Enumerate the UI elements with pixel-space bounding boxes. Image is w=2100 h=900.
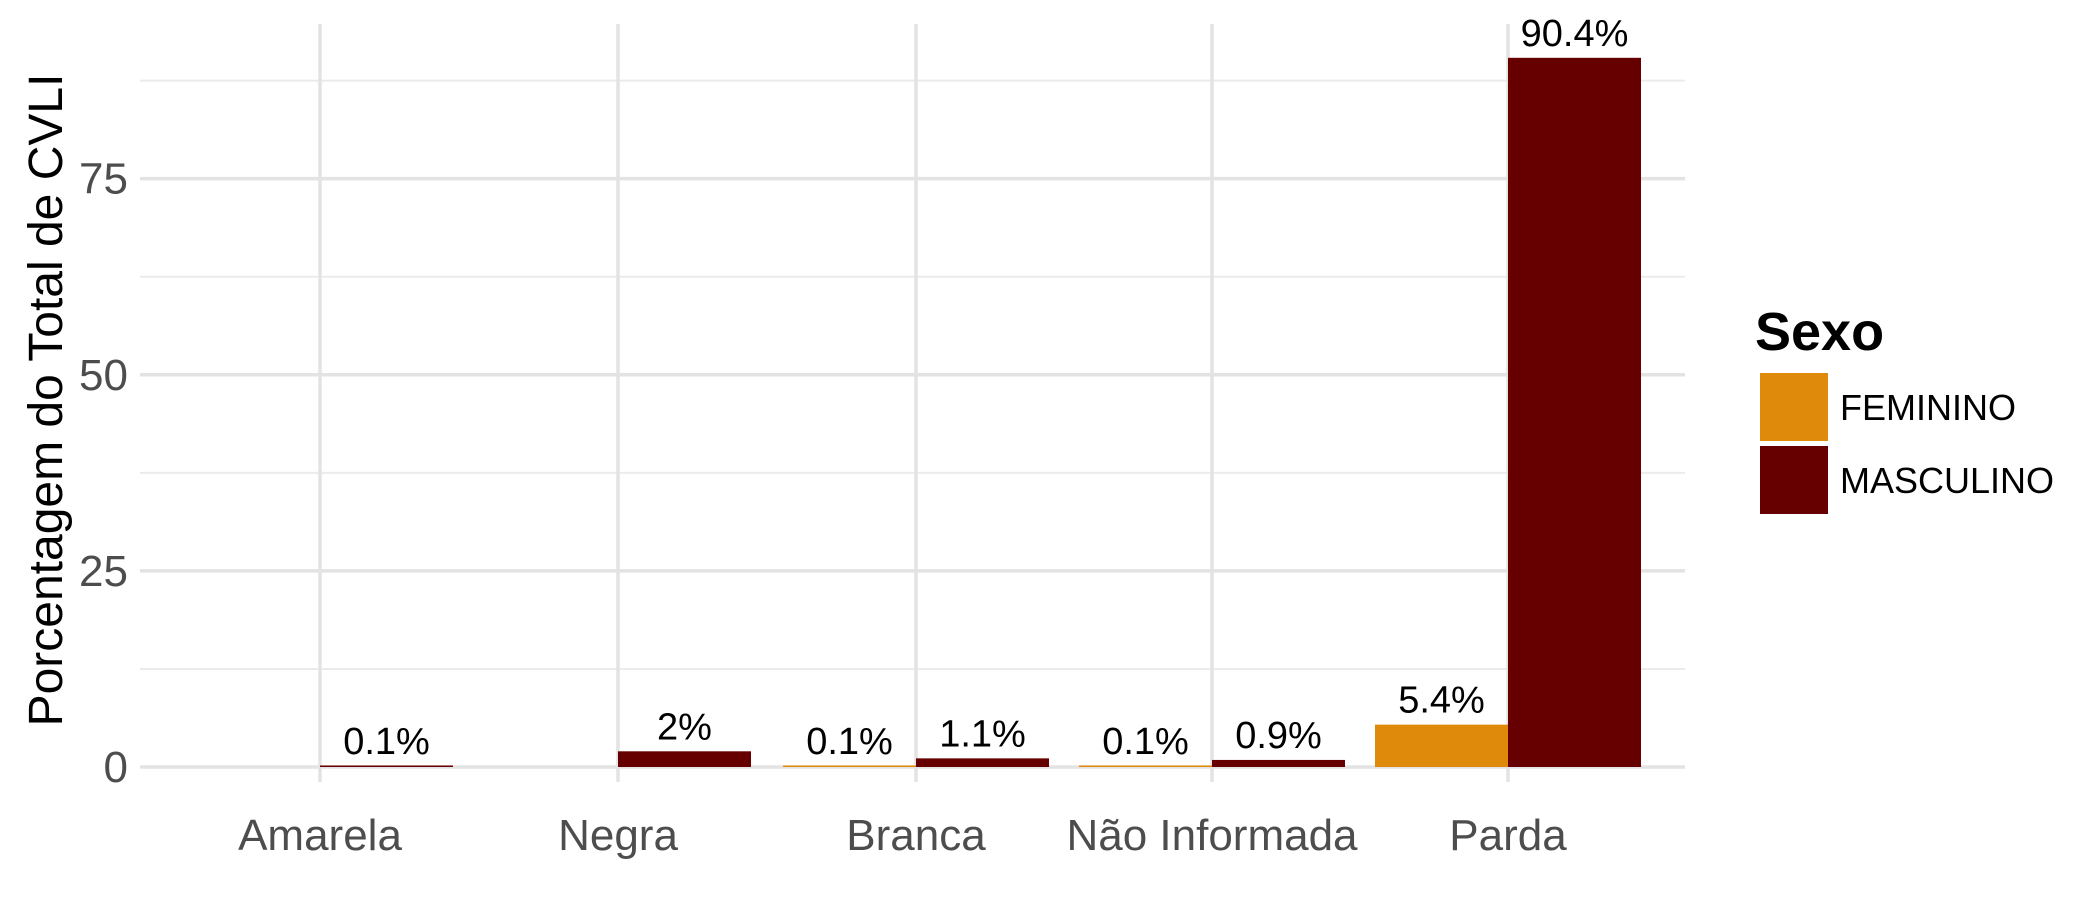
y-tick-label-1: 25: [79, 547, 128, 596]
data-label-feminino-2: 0.1%: [806, 721, 893, 763]
y-tick-label-0: 0: [104, 743, 128, 792]
data-label-masculino-2: 1.1%: [939, 713, 1026, 755]
bar-masculino-2: [916, 758, 1049, 767]
x-tick-label-2: Branca: [846, 811, 986, 860]
x-axis-ticks: Amarela Negra Branca Não Informada Parda: [238, 811, 1567, 860]
y-axis-ticks: 0 25 50 75: [79, 155, 128, 792]
bar-masculino-3: [1212, 759, 1345, 767]
legend-key-feminino: [1760, 373, 1828, 441]
bar-feminino-3: [1079, 765, 1212, 767]
data-label-feminino-4: 5.4%: [1398, 680, 1485, 722]
data-label-feminino-3: 0.1%: [1102, 721, 1189, 763]
data-label-masculino-0: 0.1%: [343, 721, 430, 763]
x-tick-label-3: Não Informada: [1066, 811, 1358, 860]
y-tick-label-3: 75: [79, 155, 128, 204]
bar-masculino-4: [1508, 57, 1641, 767]
bars: [320, 57, 1641, 767]
legend-label-masculino: MASCULINO: [1840, 460, 2054, 501]
bar-masculino-1: [618, 751, 751, 767]
x-tick-label-4: Parda: [1449, 811, 1567, 860]
data-label-masculino-4: 90.4%: [1521, 13, 1629, 55]
bar-feminino-2: [783, 765, 916, 767]
data-label-masculino-3: 0.9%: [1235, 715, 1322, 757]
x-tick-label-0: Amarela: [238, 811, 402, 860]
bar-masculino-0: [320, 765, 453, 767]
bar-feminino-4: [1375, 724, 1508, 767]
legend-title: Sexo: [1755, 302, 1884, 362]
y-tick-label-2: 50: [79, 351, 128, 400]
data-labels: 0.1% 0.1% 5.4% 0.1% 2% 1.1% 0.9% 90.4%: [343, 13, 1628, 763]
data-label-masculino-1: 2%: [657, 706, 712, 748]
legend-key-masculino: [1760, 446, 1828, 514]
grid-lines: [140, 24, 1685, 782]
legend-label-feminino: FEMININO: [1840, 387, 2016, 428]
y-axis-label: Porcentagem do Total de CVLI: [20, 74, 73, 727]
legend: Sexo FEMININO MASCULINO: [1755, 302, 2054, 514]
x-tick-label-1: Negra: [558, 811, 678, 860]
